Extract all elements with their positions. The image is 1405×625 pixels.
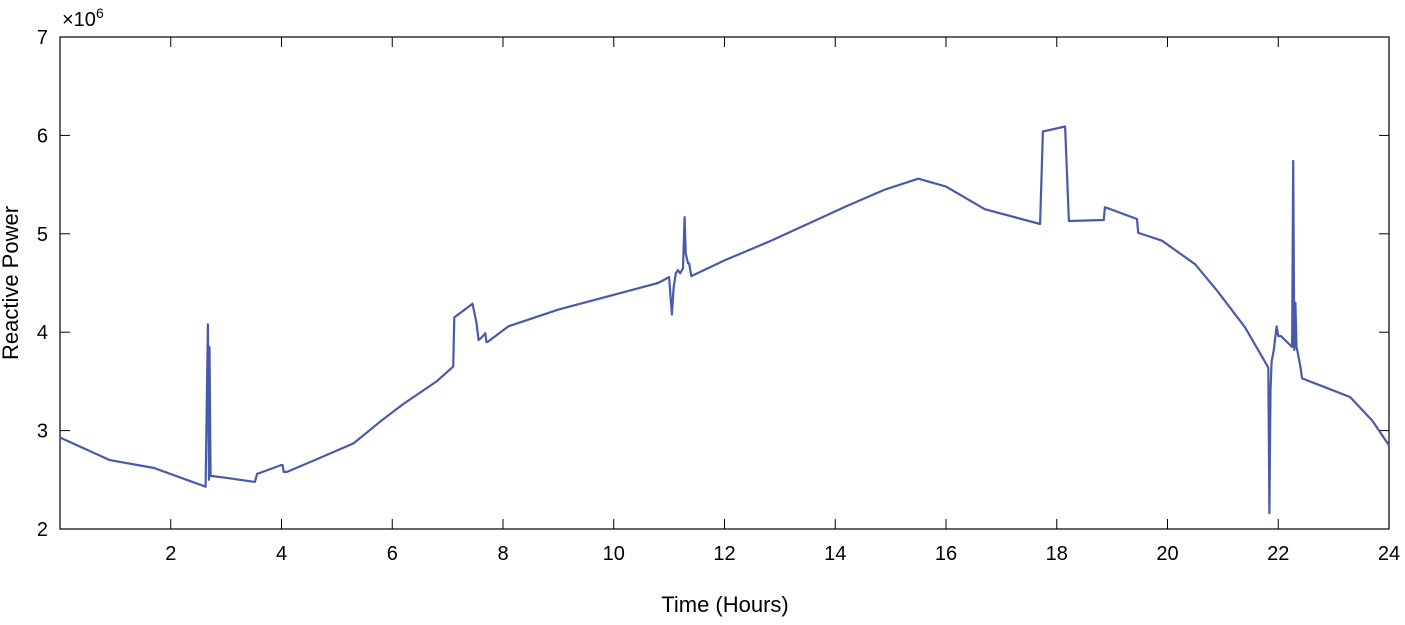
x-tick-label: 6 (387, 543, 398, 565)
y-tick-label: 5 (37, 224, 48, 246)
series-line (59, 125, 1390, 515)
x-tick-label: 4 (276, 543, 287, 565)
x-tick-label: 8 (497, 543, 508, 565)
x-axis-label: Time (Hours) (661, 592, 789, 617)
y-tick-label: 7 (37, 27, 48, 49)
y-exponent-base: ×10 (62, 9, 96, 31)
y-exponent-power: 6 (96, 5, 104, 21)
y-axis-label: Reactive Power (0, 206, 23, 360)
x-tick-label: 16 (935, 543, 957, 565)
ticks-layer (60, 36, 1390, 530)
x-tick-label: 24 (1378, 543, 1400, 565)
x-tick-label: 18 (1046, 543, 1068, 565)
x-tick-label: 12 (713, 543, 735, 565)
y-exponent-label: ×106 (62, 5, 104, 31)
y-tick-label: 2 (37, 519, 48, 541)
x-tick-label: 14 (824, 543, 846, 565)
x-tick-label: 2 (165, 543, 176, 565)
plot-area-frame (59, 36, 1390, 530)
x-tick-label: 10 (603, 543, 625, 565)
y-tick-label: 3 (37, 421, 48, 443)
y-tick-label: 4 (37, 322, 48, 344)
x-tick-label: 20 (1156, 543, 1178, 565)
x-tick-label: 22 (1267, 543, 1289, 565)
y-tick-label: 6 (37, 125, 48, 147)
